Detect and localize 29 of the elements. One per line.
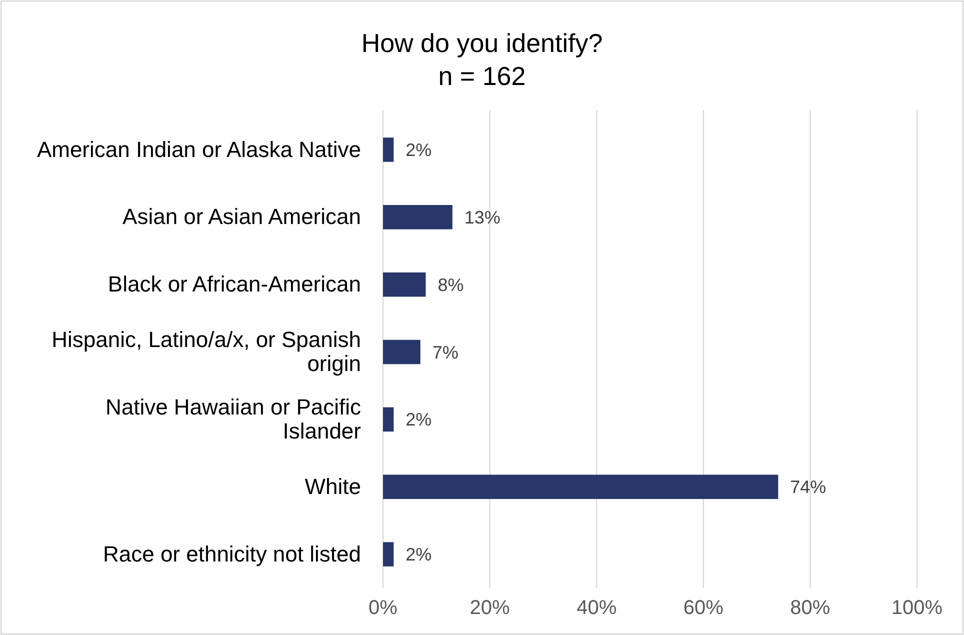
data-label: 2% bbox=[406, 410, 432, 430]
x-tick-label: 60% bbox=[683, 597, 724, 620]
bar bbox=[383, 138, 394, 162]
chart-title: How do you identify? bbox=[361, 28, 603, 58]
y-tick-label: Native Hawaiian or Pacific Islander bbox=[105, 394, 361, 444]
bar bbox=[383, 407, 394, 432]
y-tick-label: Asian or Asian American bbox=[122, 204, 361, 230]
x-tick-label: 100% bbox=[891, 597, 943, 620]
data-label: 2% bbox=[406, 140, 432, 160]
data-label: 74% bbox=[790, 477, 826, 498]
bar bbox=[383, 272, 426, 297]
y-tick-label: White bbox=[304, 474, 361, 499]
y-tick-label: Black or African-American bbox=[108, 272, 361, 297]
x-tick-label: 0% bbox=[368, 597, 398, 620]
x-tick-label: 40% bbox=[576, 597, 617, 620]
bar bbox=[383, 340, 420, 364]
y-tick-label: Hispanic, Latino/a/x, or Spanish origin bbox=[52, 326, 361, 376]
x-tick-label: 80% bbox=[790, 597, 830, 620]
data-label: 7% bbox=[432, 342, 458, 362]
chart-subtitle: n = 162 bbox=[438, 61, 526, 91]
bar bbox=[383, 205, 452, 230]
data-label: 2% bbox=[406, 544, 432, 565]
bar bbox=[383, 474, 778, 499]
bar bbox=[383, 542, 394, 566]
data-label: 13% bbox=[464, 207, 500, 228]
y-tick-label: Race or ethnicity not listed bbox=[102, 541, 361, 566]
x-tick-label: 20% bbox=[470, 597, 510, 620]
y-tick-label: American Indian or Alaska Native bbox=[36, 136, 361, 162]
data-label: 8% bbox=[438, 274, 464, 295]
